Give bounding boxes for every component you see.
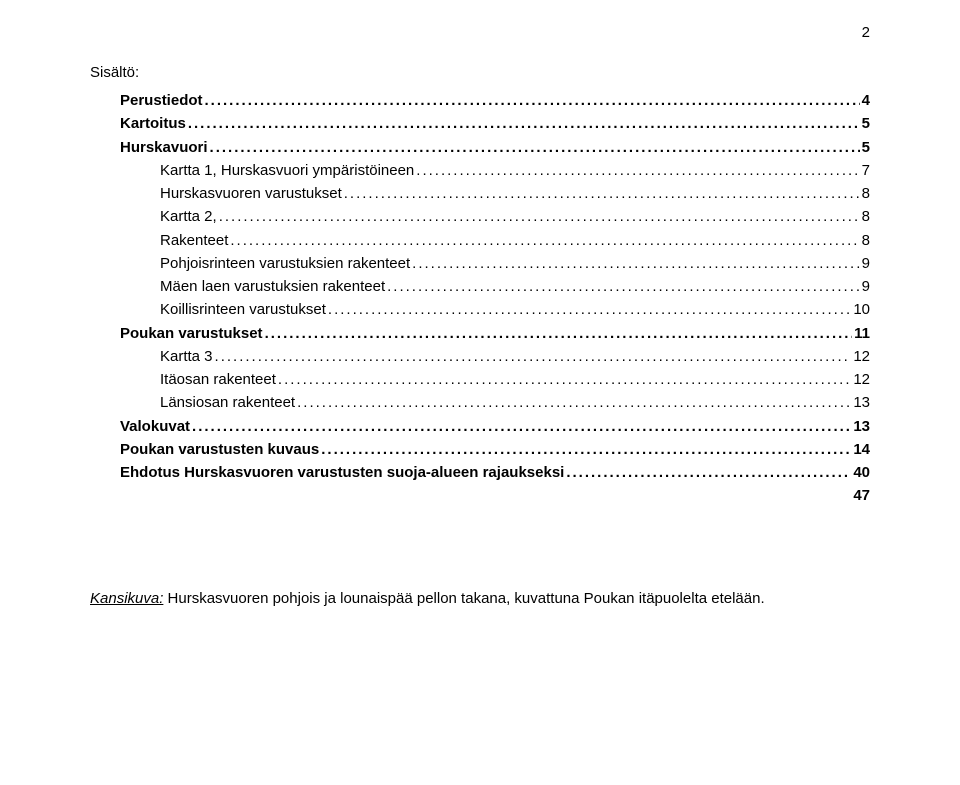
toc-heading: Sisältö: — [90, 64, 870, 81]
toc-leader-dots — [192, 415, 851, 438]
toc-entry-page: 12 — [853, 345, 870, 368]
toc-entry-label: Kartta 3 — [160, 345, 213, 368]
toc-entry-page: 9 — [862, 252, 870, 275]
toc-entry-label: Kartta 2, — [160, 205, 217, 228]
toc-row: Hurskasvuoren varustukset 8 — [90, 182, 870, 205]
toc-row: Kartoitus 5 — [90, 112, 870, 135]
toc-leader-dots — [387, 275, 860, 298]
toc-entry-label: Poukan varustusten kuvaus — [120, 438, 319, 461]
toc-row: Kartta 3 12 — [90, 345, 870, 368]
toc-entry-page: 11 — [854, 322, 870, 345]
caption-text: Hurskasvuoren pohjois ja lounaispää pell… — [163, 590, 764, 607]
toc-entry-page: 8 — [862, 182, 870, 205]
toc-row: Kartta 1, Hurskasvuori ympäristöineen 7 — [90, 159, 870, 182]
toc-leader-dots — [412, 252, 860, 275]
toc-entry-label: Ehdotus Hurskasvuoren varustusten suoja-… — [120, 461, 564, 484]
toc-entry-label: Koillisrinteen varustukset — [160, 298, 326, 321]
toc-leader-dots — [297, 391, 851, 414]
toc-entry-page: 47 — [853, 484, 870, 507]
toc-row: Kartta 2, 8 — [90, 205, 870, 228]
toc-entry-page: 5 — [862, 112, 870, 135]
toc-entry-label: Kartoitus — [120, 112, 186, 135]
toc-row: Länsiosan rakenteet 13 — [90, 391, 870, 414]
toc-entry-label: Pohjoisrinteen varustuksien rakenteet — [160, 252, 410, 275]
toc-row: Rakenteet 8 — [90, 229, 870, 252]
toc-row: Pohjoisrinteen varustuksien rakenteet 9 — [90, 252, 870, 275]
toc-row: Perustiedot 4 — [90, 89, 870, 112]
toc-leader-dots — [344, 182, 860, 205]
caption-label: Kansikuva: — [90, 590, 163, 607]
toc-entry-page: 40 — [853, 461, 870, 484]
toc-leader-dots — [188, 112, 860, 135]
toc-entry-page: 9 — [862, 275, 870, 298]
toc-entry-page: 13 — [853, 391, 870, 414]
toc-entry-label: Valokuvat — [120, 415, 190, 438]
toc-entry-page: 7 — [862, 159, 870, 182]
toc-entry-label: Länsiosan rakenteet — [160, 391, 295, 414]
toc-row: Hurskavuori 5 — [90, 136, 870, 159]
toc-leader-dots — [265, 322, 853, 345]
toc-leader-dots — [566, 461, 851, 484]
toc-leader-dots — [210, 136, 860, 159]
toc-entry-label: Perustiedot — [120, 89, 203, 112]
toc-leader-dots — [328, 298, 851, 321]
toc-leader-dots — [219, 205, 860, 228]
toc-entry-label: Poukan varustukset — [120, 322, 263, 345]
toc-row: Itäosan rakenteet 12 — [90, 368, 870, 391]
toc-leader-dots — [215, 345, 852, 368]
toc-leader-dots — [416, 159, 859, 182]
toc-row: 47 — [90, 484, 870, 507]
toc-row: Poukan varustukset 11 — [90, 322, 870, 345]
toc-entry-label: Hurskavuori — [120, 136, 208, 159]
toc-entry-page: 4 — [862, 89, 870, 112]
toc-entry-label: Rakenteet — [160, 229, 228, 252]
toc-entry-page: 5 — [862, 136, 870, 159]
toc-row: Poukan varustusten kuvaus 14 — [90, 438, 870, 461]
cover-caption: Kansikuva: Hurskasvuoren pohjois ja loun… — [90, 588, 870, 611]
toc-row: Valokuvat 13 — [90, 415, 870, 438]
toc-entry-page: 8 — [862, 229, 870, 252]
toc-entry-label: Itäosan rakenteet — [160, 368, 276, 391]
toc-entry-page: 13 — [853, 415, 870, 438]
content-area: Sisältö: Perustiedot4Kartoitus5Hurskavuo… — [90, 64, 870, 610]
toc-row: Koillisrinteen varustukset 10 — [90, 298, 870, 321]
toc-entry-page: 8 — [862, 205, 870, 228]
toc-leader-dots — [321, 438, 851, 461]
toc-entry-label: Hurskasvuoren varustukset — [160, 182, 342, 205]
toc-entry-page: 14 — [853, 438, 870, 461]
toc-entry-page: 12 — [853, 368, 870, 391]
toc-leader-dots — [278, 368, 851, 391]
page-number: 2 — [862, 24, 870, 41]
toc-row: Mäen laen varustuksien rakenteet 9 — [90, 275, 870, 298]
toc-entry-label: Mäen laen varustuksien rakenteet — [160, 275, 385, 298]
toc-entry-label: Kartta 1, Hurskasvuori ympäristöineen — [160, 159, 414, 182]
toc-row: Ehdotus Hurskasvuoren varustusten suoja-… — [90, 461, 870, 484]
toc-leader-dots — [230, 229, 859, 252]
toc-leader-dots — [205, 89, 860, 112]
table-of-contents: Perustiedot4Kartoitus5Hurskavuori5Kartta… — [90, 89, 870, 508]
toc-entry-page: 10 — [853, 298, 870, 321]
